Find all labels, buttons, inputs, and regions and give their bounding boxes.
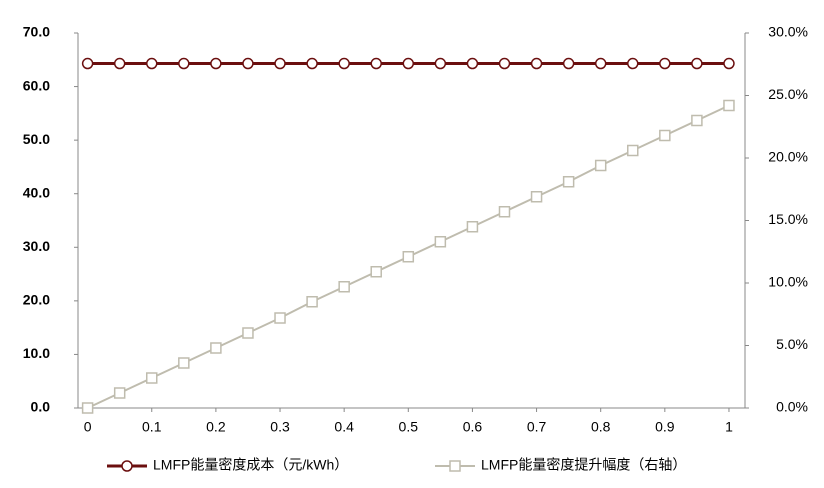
y-tick-label: 70.0 (23, 24, 50, 40)
x-tick-label: 0.6 (463, 419, 483, 435)
marker (81, 402, 94, 414)
marker (81, 57, 94, 70)
x-tick-label: 0.9 (655, 419, 675, 435)
marker (434, 236, 447, 248)
marker (723, 99, 735, 112)
marker (530, 57, 543, 70)
marker (402, 57, 415, 70)
marker (370, 266, 382, 278)
marker (627, 144, 639, 157)
marker (723, 57, 735, 70)
y2-tick-label: 30.0% (768, 24, 808, 40)
marker (691, 57, 703, 70)
marker (306, 57, 318, 70)
marker (562, 176, 575, 188)
y2-tick-label: 20.0% (768, 149, 808, 165)
marker (242, 327, 254, 339)
marker (210, 57, 222, 70)
y-tick-label: 0.0 (31, 399, 51, 415)
marker (210, 342, 222, 354)
marker (113, 57, 126, 70)
marker (242, 57, 254, 70)
legend-label: LMFP能量密度提升幅度（右轴） (481, 457, 686, 473)
marker (659, 57, 671, 70)
marker (594, 57, 607, 70)
marker (530, 191, 543, 203)
y2-tick-label: 5.0% (776, 336, 808, 352)
marker (338, 57, 350, 70)
marker (659, 129, 671, 142)
y-tick-label: 60.0 (23, 77, 50, 93)
marker (370, 57, 382, 70)
marker (434, 57, 447, 70)
legend-marker (449, 460, 461, 472)
y-tick-label: 50.0 (23, 131, 50, 147)
marker (466, 57, 479, 70)
legend-marker (121, 460, 133, 472)
marker (178, 57, 190, 70)
marker (498, 57, 511, 70)
marker (274, 57, 286, 70)
marker (146, 57, 158, 70)
x-tick-label: 0.1 (142, 419, 162, 435)
marker (466, 221, 479, 233)
y2-tick-label: 10.0% (768, 274, 808, 290)
marker (113, 387, 126, 399)
x-tick-label: 1 (725, 419, 733, 435)
x-tick-label: 0.2 (206, 419, 226, 435)
y2-tick-label: 25.0% (768, 86, 808, 102)
y-tick-label: 40.0 (23, 184, 50, 200)
y-tick-label: 10.0 (23, 345, 50, 361)
x-tick-label: 0 (84, 419, 92, 435)
marker (178, 357, 190, 369)
x-tick-label: 0.5 (399, 419, 419, 435)
marker (306, 296, 318, 308)
y-tick-label: 30.0 (23, 238, 50, 254)
marker (594, 159, 607, 172)
marker (691, 114, 703, 127)
x-tick-label: 0.3 (270, 419, 290, 435)
y-tick-label: 20.0 (23, 292, 50, 308)
marker (562, 57, 575, 70)
x-tick-label: 0.8 (591, 419, 611, 435)
marker (338, 281, 350, 293)
marker (146, 372, 158, 384)
x-tick-label: 0.7 (527, 419, 547, 435)
marker (274, 312, 286, 324)
x-tick-label: 0.4 (334, 419, 354, 435)
y2-tick-label: 15.0% (768, 211, 808, 227)
y2-tick-label: 0.0% (776, 399, 808, 415)
marker (627, 57, 639, 70)
marker (402, 251, 415, 263)
legend-label: LMFP能量密度成本（元/kWh） (153, 457, 348, 473)
marker (498, 206, 511, 218)
